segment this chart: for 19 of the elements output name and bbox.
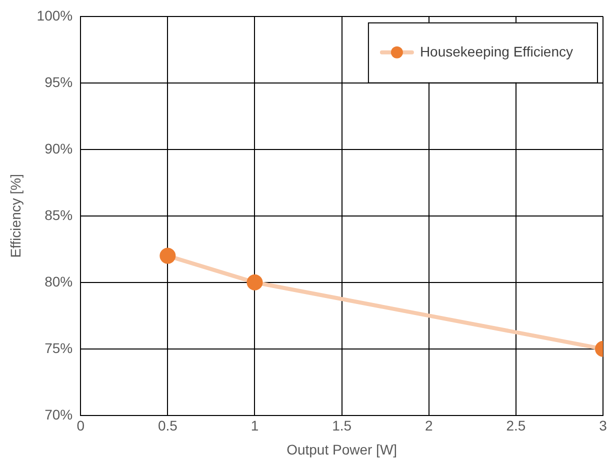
point	[246, 274, 263, 290]
x-tick-label: 1.5	[332, 418, 352, 434]
y-tick-label: 85%	[44, 206, 73, 223]
x-tick-label: 3	[599, 418, 608, 434]
y-tick-label: 95%	[44, 74, 73, 90]
x-tick-label: 0.5	[158, 418, 178, 434]
point	[160, 248, 176, 264]
x-tick-label: 2.5	[506, 418, 526, 434]
y-tick-label: 100%	[36, 7, 73, 24]
y-tick-label: 90%	[44, 140, 73, 156]
x-tick-label: 1	[250, 418, 259, 434]
x-tick-label: 0	[76, 418, 85, 434]
y-tick-label: 75%	[44, 340, 73, 356]
legend-label: Housekeeping Efficiency	[420, 43, 574, 60]
y-tick-label: 70%	[44, 406, 73, 422]
x-axis-title: Output Power [W]	[286, 441, 398, 458]
y-axis-title: Efficiency [%]	[7, 174, 24, 258]
x-tick-label: 2	[424, 418, 433, 434]
y-tick-label: 80%	[44, 273, 73, 290]
